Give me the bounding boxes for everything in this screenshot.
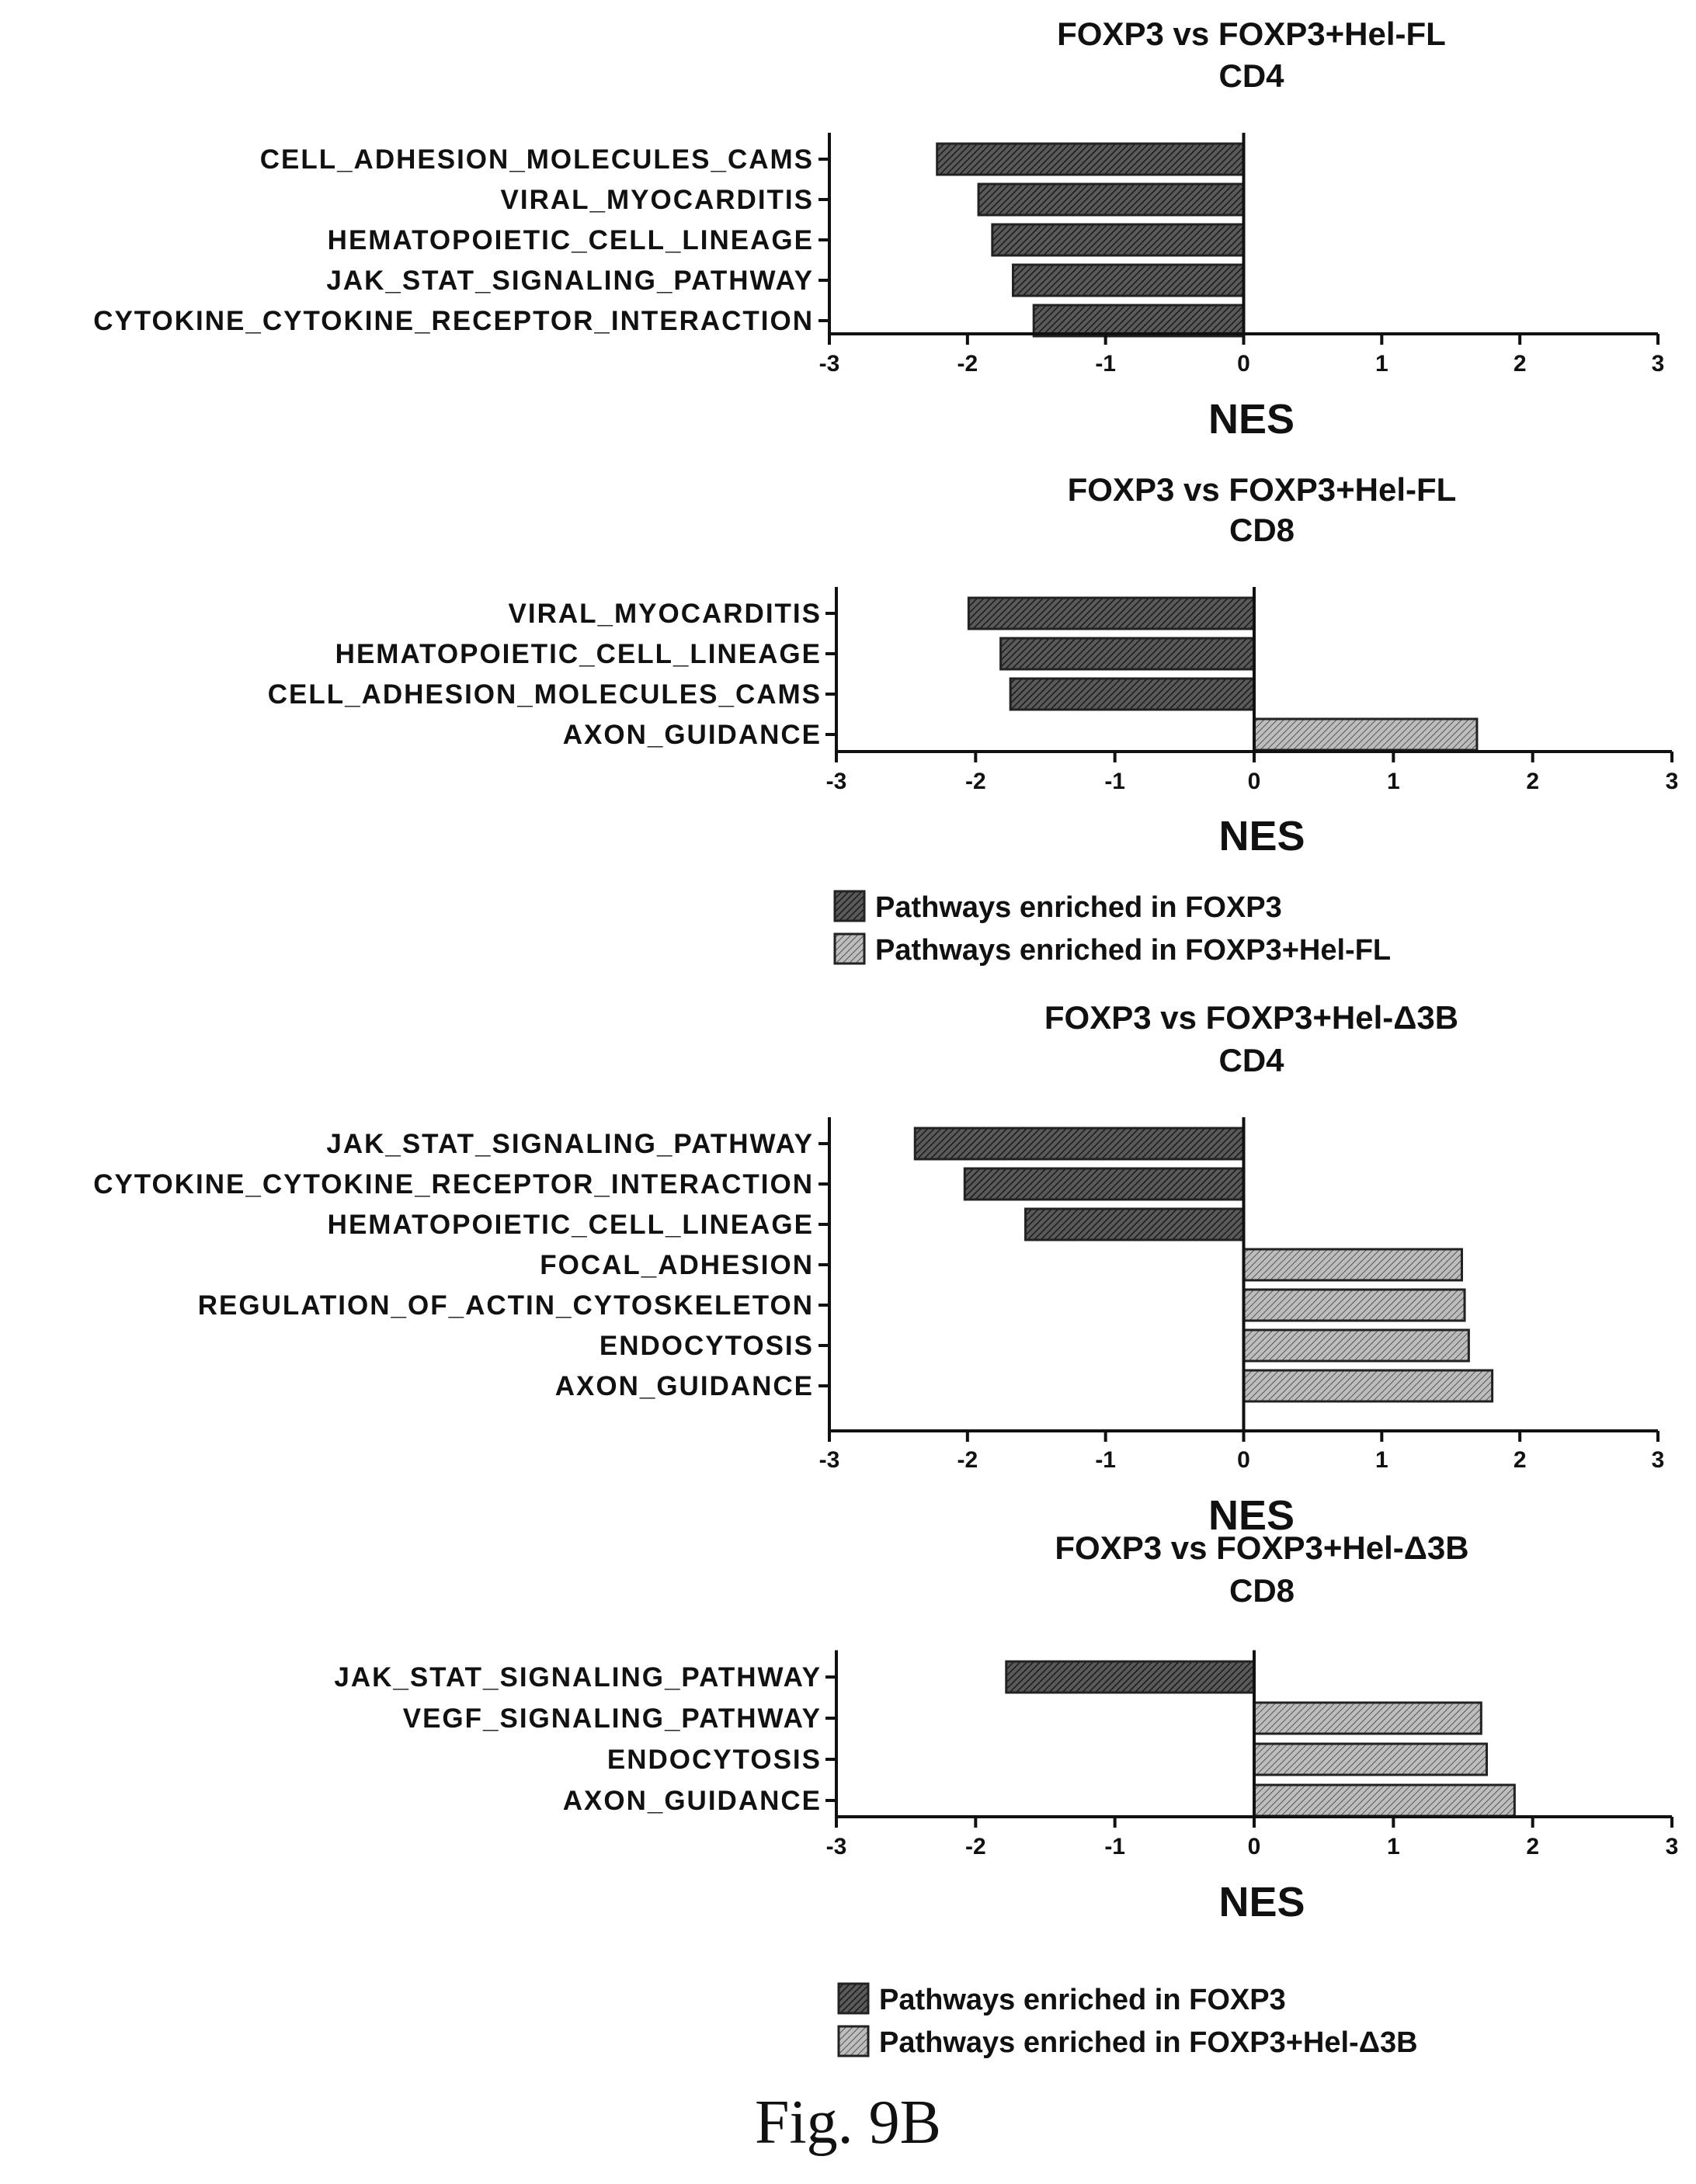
category-label: HEMATOPOIETIC_CELL_LINEAGE <box>335 639 822 669</box>
bar-cytokine-cytokine-receptor-interaction <box>963 1167 1245 1201</box>
category-label: HEMATOPOIETIC_CELL_LINEAGE <box>328 1210 814 1240</box>
category-label: HEMATOPOIETIC_CELL_LINEAGE <box>328 225 814 255</box>
legend-2: Pathways enriched in FOXP3 Pathways enric… <box>837 1982 1418 2059</box>
x-tick-label: -1 <box>1095 351 1116 377</box>
category-label: AXON_GUIDANCE <box>555 1371 814 1401</box>
bar-axon-guidance <box>1242 1369 1494 1403</box>
category-label: FOCAL_ADHESION <box>540 1250 814 1280</box>
category-label: VIRAL_MYOCARDITIS <box>501 185 814 215</box>
chart-subtitle: CD8 <box>1229 1572 1295 1609</box>
legend-swatch <box>833 890 866 922</box>
bar-jak-stat-signaling-pathway <box>1005 1660 1256 1694</box>
x-tick-label: -2 <box>957 351 978 377</box>
category-label: JAK_STAT_SIGNALING_PATHWAY <box>326 1129 814 1159</box>
chart-title: FOXP3 vs FOXP3+Hel-FL <box>1068 471 1457 508</box>
x-tick-label: 3 <box>1666 769 1679 794</box>
bar-hematopoietic-cell-lineage <box>991 223 1246 257</box>
chart-1: FOXP3 vs FOXP3+Hel-FL CD4 CELL_ADHESION_MO… <box>93 16 1664 443</box>
x-tick-label: -3 <box>826 1834 847 1859</box>
x-tick-label: -1 <box>1104 1834 1125 1859</box>
x-axis-label: NES <box>1218 813 1305 859</box>
x-tick-label: 0 <box>1248 1834 1261 1859</box>
bar-cytokine-cytokine-receptor-interaction <box>1032 304 1246 338</box>
x-tick-label: -1 <box>1095 1447 1116 1473</box>
chart-subtitle: CD4 <box>1218 1042 1284 1078</box>
x-tick-label: 2 <box>1526 1834 1539 1859</box>
legends-layer: Pathways enriched in FOXP3 Pathways enric… <box>833 890 1418 2059</box>
x-tick-label: 0 <box>1237 351 1250 377</box>
category-label: AXON_GUIDANCE <box>563 720 822 750</box>
x-axis-label: NES <box>1208 396 1295 443</box>
bar-jak-stat-signaling-pathway <box>1012 263 1245 297</box>
figure-caption: Fig. 9B <box>755 2089 941 2157</box>
category-label: AXON_GUIDANCE <box>563 1786 822 1816</box>
category-label: REGULATION_OF_ACTIN_CYTOSKELETON <box>198 1290 814 1321</box>
bar-endocytosis <box>1253 1742 1488 1776</box>
category-label: CELL_ADHESION_MOLECULES_CAMS <box>268 679 822 710</box>
legend-label: Pathways enriched in FOXP3 <box>875 891 1282 924</box>
x-tick-label: 3 <box>1652 1447 1665 1473</box>
x-tick-label: -1 <box>1104 769 1125 794</box>
category-label: ENDOCYTOSIS <box>607 1745 822 1775</box>
x-tick-label: 2 <box>1514 1447 1527 1473</box>
legend-label: Pathways enriched in FOXP3 <box>879 1984 1286 2016</box>
bar-hematopoietic-cell-lineage <box>999 637 1256 671</box>
x-tick-label: -3 <box>819 351 840 377</box>
charts-layer: FOXP3 vs FOXP3+Hel-FL CD4 CELL_ADHESION_MO… <box>93 16 1678 1925</box>
x-tick-label: 2 <box>1514 351 1527 377</box>
category-label: CELL_ADHESION_MOLECULES_CAMS <box>260 144 814 175</box>
x-tick-label: 1 <box>1387 769 1400 794</box>
bar-viral-myocarditis <box>977 182 1246 217</box>
x-tick-label: 1 <box>1375 1447 1388 1473</box>
x-axis-label: NES <box>1208 1492 1295 1539</box>
bar-cell-adhesion-molecules-cams <box>936 142 1245 176</box>
category-label: JAK_STAT_SIGNALING_PATHWAY <box>334 1662 822 1693</box>
x-tick-label: 0 <box>1237 1447 1250 1473</box>
legend-label: Pathways enriched in FOXP3+Hel-FL <box>875 934 1391 967</box>
legend-swatch <box>837 1982 870 2015</box>
bar-axon-guidance <box>1253 1783 1516 1818</box>
chart-2: FOXP3 vs FOXP3+Hel-FL CD8 VIRAL_MYOCARDITI… <box>268 471 1679 859</box>
bar-viral-myocarditis <box>967 596 1256 630</box>
x-tick-label: -2 <box>965 769 986 794</box>
chart-subtitle: CD4 <box>1218 57 1284 94</box>
chart-3: FOXP3 vs FOXP3+Hel-Δ3B CD4 JAK_STAT_SIGNAL… <box>93 999 1664 1539</box>
x-tick-label: 3 <box>1652 351 1665 377</box>
legend-1: Pathways enriched in FOXP3 Pathways enric… <box>833 890 1391 967</box>
bar-regulation-of-actin-cytoskeleton <box>1242 1288 1466 1322</box>
legend-label: Pathways enriched in FOXP3+Hel-Δ3B <box>879 2026 1418 2059</box>
bar-axon-guidance <box>1253 717 1479 752</box>
chart-title: FOXP3 vs FOXP3+Hel-FL <box>1057 16 1446 52</box>
chart-subtitle: CD8 <box>1229 512 1295 548</box>
x-axis-label: NES <box>1218 1879 1305 1925</box>
category-label: CYTOKINE_CYTOKINE_RECEPTOR_INTERACTION <box>93 1169 814 1200</box>
x-tick-label: 1 <box>1387 1834 1400 1859</box>
bar-endocytosis <box>1242 1328 1470 1363</box>
legend-swatch <box>833 932 866 965</box>
bar-cell-adhesion-molecules-cams <box>1009 677 1256 711</box>
category-label: VEGF_SIGNALING_PATHWAY <box>403 1703 822 1734</box>
category-label: ENDOCYTOSIS <box>600 1331 814 1361</box>
chart-4: FOXP3 vs FOXP3+Hel-Δ3B CD8 JAK_STAT_SIGNAL… <box>334 1529 1678 1925</box>
x-tick-label: 1 <box>1375 351 1388 377</box>
x-tick-label: 0 <box>1248 769 1261 794</box>
x-tick-label: -3 <box>819 1447 840 1473</box>
bar-focal-adhesion <box>1242 1248 1463 1282</box>
legend-swatch <box>837 2025 870 2057</box>
bar-jak-stat-signaling-pathway <box>913 1127 1246 1161</box>
x-tick-label: 2 <box>1526 769 1539 794</box>
bar-hematopoietic-cell-lineage <box>1024 1207 1245 1241</box>
x-tick-label: 3 <box>1666 1834 1679 1859</box>
x-tick-label: -2 <box>957 1447 978 1473</box>
chart-title: FOXP3 vs FOXP3+Hel-Δ3B <box>1044 999 1458 1036</box>
category-label: VIRAL_MYOCARDITIS <box>509 599 822 629</box>
x-tick-label: -3 <box>826 769 847 794</box>
category-label: CYTOKINE_CYTOKINE_RECEPTOR_INTERACTION <box>93 306 814 336</box>
x-tick-label: -2 <box>965 1834 986 1859</box>
category-label: JAK_STAT_SIGNALING_PATHWAY <box>326 266 814 296</box>
chart-title: FOXP3 vs FOXP3+Hel-Δ3B <box>1055 1529 1468 1566</box>
bar-vegf-signaling-pathway <box>1253 1701 1482 1735</box>
